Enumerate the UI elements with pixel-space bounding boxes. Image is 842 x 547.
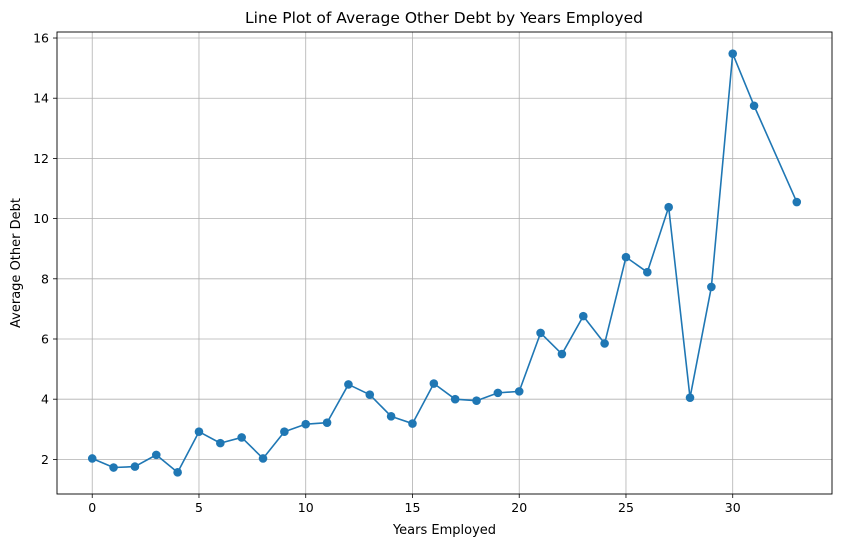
x-tick-label: 30 <box>725 500 741 515</box>
data-point <box>707 282 716 292</box>
data-point <box>450 394 460 404</box>
x-tick-label: 15 <box>405 500 421 515</box>
y-axis-title: Average Other Debt <box>9 198 24 328</box>
data-point <box>493 388 503 398</box>
data-point <box>514 387 524 396</box>
x-axis-title: Years Employed <box>392 523 496 538</box>
y-tick-label: 2 <box>41 452 49 467</box>
chart-title: Line Plot of Average Other Debt by Years… <box>245 9 643 27</box>
series-layer <box>87 49 802 477</box>
data-point <box>749 101 759 111</box>
data-point <box>87 454 97 463</box>
x-tick-label: 0 <box>88 500 96 515</box>
data-point <box>109 463 118 472</box>
data-point <box>173 468 182 477</box>
data-point <box>557 349 567 359</box>
data-point <box>344 380 353 389</box>
data-point <box>578 311 588 321</box>
data-point <box>386 412 396 421</box>
data-point <box>600 339 609 348</box>
data-point <box>130 462 140 471</box>
data-point <box>322 418 332 427</box>
series-line <box>91 52 798 474</box>
y-tick-label: 12 <box>33 151 49 166</box>
y-tick-label: 14 <box>33 91 49 106</box>
data-point <box>643 267 652 277</box>
data-point <box>151 450 161 460</box>
data-point <box>216 438 225 448</box>
plot-area-frame <box>56 31 833 495</box>
data-point <box>429 379 439 388</box>
data-point <box>258 454 268 463</box>
data-point <box>365 390 375 399</box>
data-point <box>792 197 802 207</box>
y-tick-label: 6 <box>41 331 49 346</box>
data-point <box>728 49 738 58</box>
y-tick-label: 10 <box>33 211 49 226</box>
x-tick-label: 20 <box>511 500 527 515</box>
x-tick-label: 5 <box>195 500 203 515</box>
tick-layer: 0 5 10 15 20 25 30 2 4 6 8 10 12 14 16 <box>33 31 741 515</box>
data-point <box>472 396 481 405</box>
x-tick-label: 10 <box>298 500 314 515</box>
data-point <box>194 427 204 436</box>
y-tick-label: 8 <box>41 271 49 286</box>
data-point <box>664 202 673 212</box>
data-point <box>301 419 311 429</box>
data-point <box>408 419 417 428</box>
x-tick-label: 25 <box>618 500 634 515</box>
grid-layer <box>57 32 832 494</box>
y-tick-label: 4 <box>41 392 49 407</box>
data-point <box>536 328 545 338</box>
data-point <box>685 393 695 402</box>
data-point <box>280 427 289 436</box>
data-point <box>237 433 246 442</box>
data-point <box>621 252 631 262</box>
y-tick-label: 16 <box>33 31 49 46</box>
